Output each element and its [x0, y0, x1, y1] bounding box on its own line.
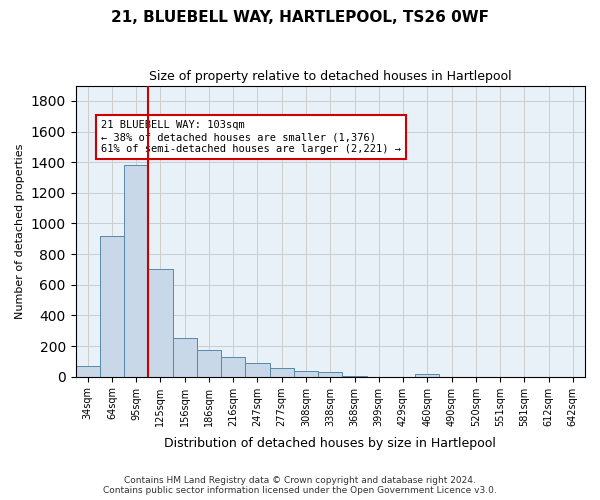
Bar [294, 372, 318, 376]
Bar [197, 350, 221, 376]
Bar [415, 374, 439, 376]
Title: Size of property relative to detached houses in Hartlepool: Size of property relative to detached ho… [149, 70, 512, 83]
Text: 21 BLUEBELL WAY: 103sqm
← 38% of detached houses are smaller (1,376)
61% of semi: 21 BLUEBELL WAY: 103sqm ← 38% of detache… [101, 120, 401, 154]
Bar [245, 363, 269, 376]
Bar [76, 366, 100, 376]
Bar [269, 368, 294, 376]
X-axis label: Distribution of detached houses by size in Hartlepool: Distribution of detached houses by size … [164, 437, 496, 450]
Text: 21, BLUEBELL WAY, HARTLEPOOL, TS26 0WF: 21, BLUEBELL WAY, HARTLEPOOL, TS26 0WF [111, 10, 489, 25]
Bar [124, 165, 148, 376]
Text: Contains HM Land Registry data © Crown copyright and database right 2024.
Contai: Contains HM Land Registry data © Crown c… [103, 476, 497, 495]
Bar [100, 236, 124, 376]
Y-axis label: Number of detached properties: Number of detached properties [15, 144, 25, 319]
Bar [221, 356, 245, 376]
Bar [318, 372, 343, 376]
Bar [173, 338, 197, 376]
Bar [148, 270, 173, 376]
